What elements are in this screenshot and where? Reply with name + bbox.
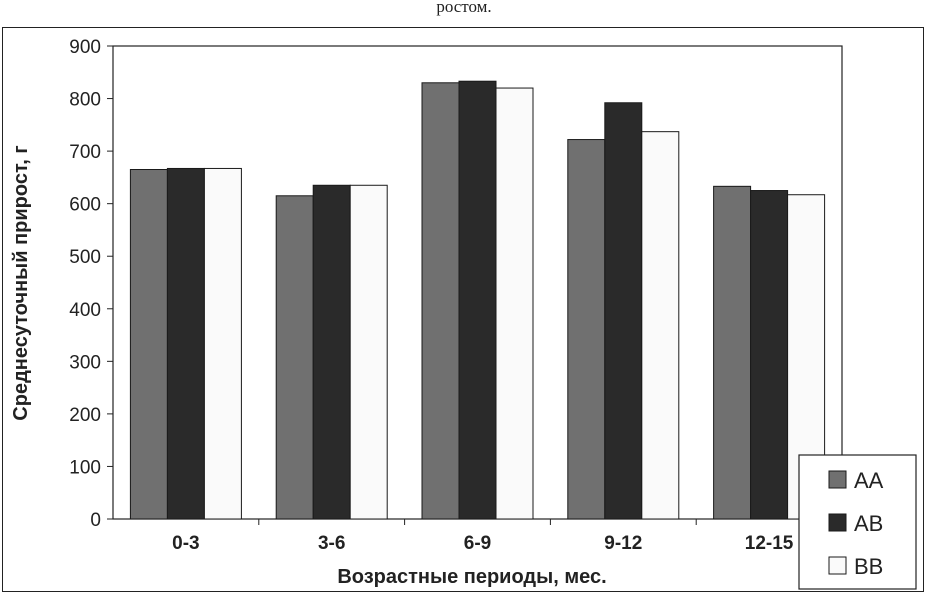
legend: AA AB BB: [798, 454, 917, 590]
legend-swatch-ab: [828, 513, 847, 532]
bar-bb-6-9: [495, 87, 534, 520]
y-tick-label: 800: [69, 90, 101, 111]
y-tick-label: 900: [69, 37, 101, 58]
bar-ab-9-12: [604, 102, 643, 520]
bar-bb-3-6: [349, 184, 388, 520]
bar-aa-0-3: [129, 169, 168, 520]
y-tick-label: 600: [69, 195, 101, 216]
legend-swatch-bb: [828, 556, 847, 575]
x-tick-label: 3-6: [318, 533, 345, 554]
bar-ab-0-3: [166, 167, 205, 520]
y-tick-label: 400: [69, 300, 101, 321]
bar-aa-6-9: [421, 82, 460, 520]
y-tick-label: 300: [69, 352, 101, 373]
y-axis: 0 100 200 300 400 500 600 700 800 900: [69, 37, 113, 531]
bar-aa-3-6: [275, 195, 314, 520]
y-tick-label: 500: [69, 247, 101, 268]
legend-box: [798, 454, 917, 590]
y-tick-label: 200: [69, 405, 101, 426]
legend-label-aa: AA: [854, 468, 884, 493]
chart-caption: ростом.: [436, 0, 492, 16]
bar-ab-6-9: [458, 80, 497, 520]
bar-aa-12-15: [713, 185, 752, 520]
y-axis-title: Среднесуточный прирост, г: [10, 145, 32, 420]
legend-label-bb: BB: [854, 554, 883, 579]
x-tick-label: 12-15: [745, 533, 794, 554]
bar-ab-3-6: [312, 184, 351, 520]
x-tick-label: 6-9: [464, 533, 491, 554]
legend-swatch-aa: [828, 470, 847, 489]
y-tick-label: 700: [69, 142, 101, 163]
bar-bb-9-12: [641, 131, 680, 520]
bar-aa-9-12: [567, 139, 606, 520]
x-axis-title: Возрастные периоды, мес.: [337, 566, 606, 588]
bars: [129, 80, 826, 520]
x-tick-label: 0-3: [172, 533, 199, 554]
y-tick-label: 0: [90, 510, 101, 531]
legend-label-ab: AB: [854, 511, 883, 536]
chart-frame: [2, 27, 924, 592]
bar-ab-12-15: [750, 190, 789, 520]
x-axis: 0-3 3-6 6-9 9-12 12-15: [172, 519, 794, 554]
y-tick-label: 100: [69, 457, 101, 478]
bar-bb-0-3: [203, 167, 242, 520]
x-tick-label: 9-12: [604, 533, 642, 554]
